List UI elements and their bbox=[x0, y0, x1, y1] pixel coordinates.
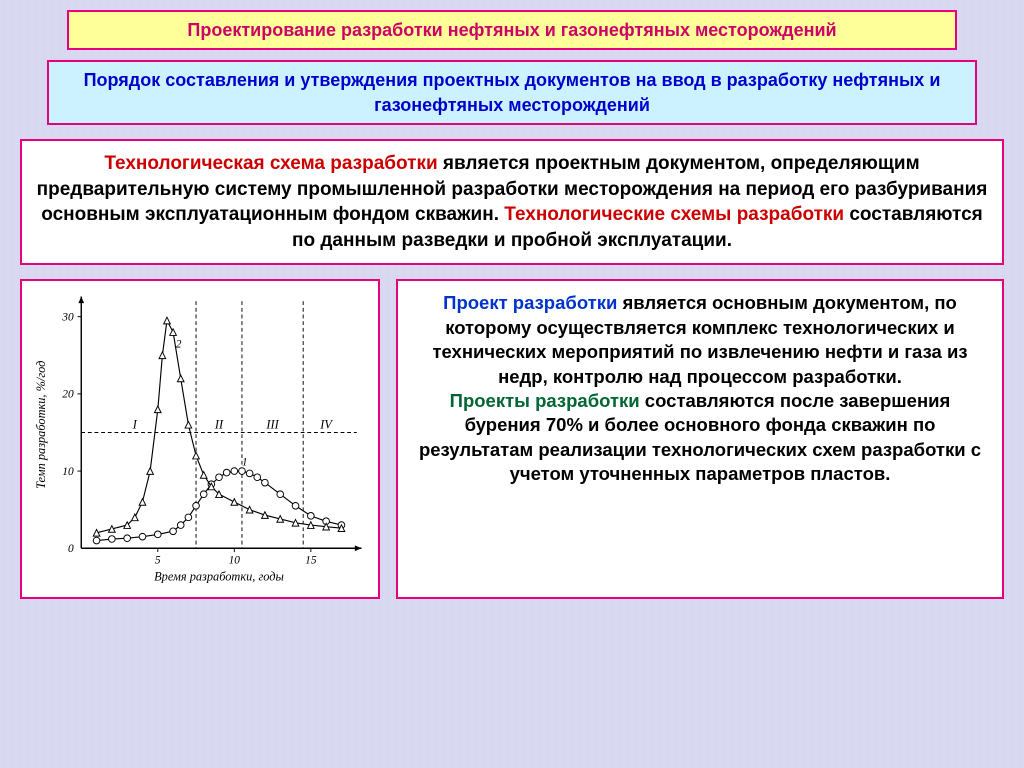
paragraph-tech-scheme: Технологическая схема разработки являетс… bbox=[20, 139, 1004, 266]
svg-text:Время разработки, годы: Время разработки, годы bbox=[154, 570, 284, 584]
svg-text:III: III bbox=[265, 418, 279, 432]
svg-text:10: 10 bbox=[62, 466, 74, 478]
svg-text:II: II bbox=[214, 418, 224, 432]
term-project: Проект разработки bbox=[443, 292, 617, 313]
svg-text:20: 20 bbox=[62, 389, 74, 401]
development-rate-chart: 510151020300IIIIIIIV12Время разработки, … bbox=[20, 279, 380, 599]
svg-text:IV: IV bbox=[319, 418, 333, 432]
svg-text:Темп разработки, %/год: Темп разработки, %/год bbox=[34, 361, 48, 489]
main-title: Проектирование разработки нефтяных и газ… bbox=[67, 10, 957, 50]
svg-text:I: I bbox=[132, 418, 138, 432]
term-projects: Проекты разработки bbox=[450, 390, 640, 411]
svg-text:0: 0 bbox=[68, 544, 74, 556]
svg-text:30: 30 bbox=[61, 312, 74, 324]
svg-text:1: 1 bbox=[242, 457, 248, 469]
paragraph-project: Проект разработки является основным доку… bbox=[396, 279, 1004, 599]
term-tech-scheme: Технологическая схема разработки bbox=[104, 153, 437, 174]
svg-text:2: 2 bbox=[176, 339, 182, 351]
svg-text:5: 5 bbox=[155, 555, 161, 567]
svg-text:10: 10 bbox=[229, 555, 241, 567]
sub-title: Порядок составления и утверждения проект… bbox=[47, 60, 977, 125]
term-tech-schemes: Технологические схемы разработки bbox=[504, 204, 844, 225]
svg-text:15: 15 bbox=[305, 555, 317, 567]
